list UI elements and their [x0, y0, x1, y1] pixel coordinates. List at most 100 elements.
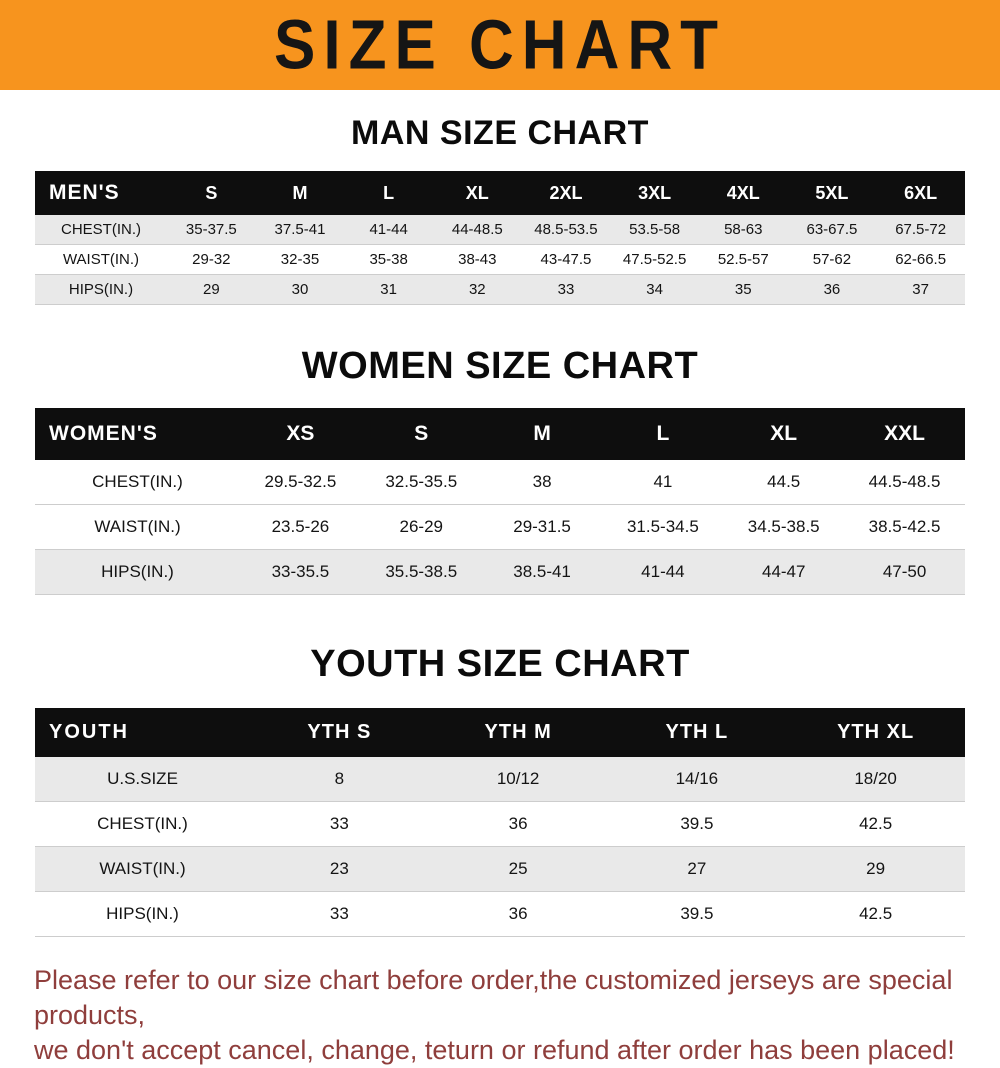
- value-cell: 35: [734, 281, 752, 298]
- value-cell: 58-63: [724, 221, 763, 238]
- value-cell: 33: [329, 814, 349, 833]
- section-women: WOMEN SIZE CHART WOMEN'S XS S M L XL XXL CHEST(…: [0, 345, 1000, 595]
- value-cell: 38.5-42.5: [868, 517, 941, 536]
- column-header-cell: S: [360, 408, 482, 460]
- row-label-cell: WAIST(IN.): [94, 517, 181, 536]
- column-header-cell: YTH M: [428, 708, 608, 757]
- value-cell: 18/20: [854, 769, 897, 788]
- column-header-cell: 4XL: [698, 171, 788, 215]
- table-row: HIPS(IN.) 29 30 31 32 33 34 35 36 37: [35, 274, 965, 305]
- value-cell: 29-31.5: [513, 517, 571, 536]
- value-cell: 29.5-32.5: [264, 472, 337, 491]
- value-cell: 29: [202, 281, 220, 298]
- value-cell: 36: [508, 814, 528, 833]
- column-header-cell: XXL: [844, 408, 965, 460]
- value-cell: 38.5-41: [513, 562, 571, 581]
- column-header-cell: YTH XL: [786, 708, 965, 757]
- value-cell: 34: [646, 281, 663, 298]
- value-cell: 29-32: [192, 251, 231, 268]
- women-section-heading: WOMEN SIZE CHART: [301, 345, 699, 387]
- value-cell: 48.5-53.5: [534, 221, 598, 238]
- table-row: CHEST(IN.) 33 36 39.5 42.5: [35, 801, 965, 847]
- value-cell: 33: [557, 281, 575, 298]
- column-header-cell: M: [481, 408, 603, 460]
- value-cell: 53.5-58: [629, 221, 681, 238]
- value-cell: 44-48.5: [451, 221, 503, 238]
- table-row: CHEST(IN.) 29.5-32.5 32.5-35.5 38 41 44.5 44.5…: [35, 460, 965, 505]
- notice-line-2: we don't accept cancel, change, teturn o…: [34, 1035, 955, 1066]
- table-row: HIPS(IN.) 33 36 39.5 42.5: [35, 891, 965, 937]
- column-header-cell: S: [167, 171, 256, 215]
- column-header-cell: YTH S: [250, 708, 429, 757]
- value-cell: 57-62: [812, 251, 852, 268]
- row-label-cell: U.S.SIZE: [107, 769, 178, 788]
- value-cell: 42.5: [859, 904, 893, 923]
- value-cell: 41-44: [369, 221, 408, 238]
- banner-title: SIZE CHART: [274, 6, 726, 84]
- value-cell: 47-50: [882, 562, 927, 581]
- table-header-row: MEN'S S M L XL 2XL 3XL 4XL 5XL 6XL: [35, 171, 965, 215]
- value-cell: 39.5: [680, 814, 714, 833]
- value-cell: 43-47.5: [540, 251, 592, 268]
- table-header-row: YOUTH YTH S YTH M YTH L YTH XL: [35, 708, 965, 757]
- table-row: WAIST(IN.) 29-32 32-35 35-38 38-43 43-47.5 47.…: [35, 244, 965, 275]
- men-section-heading: MAN SIZE CHART: [351, 114, 649, 152]
- value-cell: 42.5: [859, 814, 893, 833]
- youth-section-heading: YOUTH SIZE CHART: [310, 643, 690, 685]
- table-row: CHEST(IN.) 35-37.5 37.5-41 41-44 44-48.5 48.5…: [35, 215, 965, 245]
- value-cell: 35-38: [369, 251, 408, 268]
- value-cell: 38-43: [458, 251, 497, 268]
- value-cell: 33: [329, 904, 349, 923]
- column-header-cell: L: [602, 408, 724, 460]
- column-header-cell: 3XL: [610, 171, 699, 215]
- value-cell: 44-47: [761, 562, 806, 581]
- row-label-cell: WAIST(IN.): [99, 859, 186, 878]
- value-cell: 35.5-38.5: [385, 562, 458, 581]
- value-cell: 47.5-52.5: [622, 251, 687, 268]
- column-header-cell: 6XL: [876, 171, 965, 215]
- row-label-cell: CHEST(IN.): [92, 472, 183, 491]
- value-cell: 32-35: [280, 251, 320, 268]
- value-cell: 52.5-57: [717, 251, 769, 268]
- value-cell: 44.5: [767, 472, 801, 491]
- value-cell: 67.5-72: [895, 221, 947, 238]
- table-title-cell: YOUTH: [35, 708, 250, 757]
- value-cell: 62-66.5: [895, 251, 947, 268]
- value-cell: 38: [532, 472, 552, 491]
- women-size-table: WOMEN'S XS S M L XL XXL CHEST(IN.) 29.5-32.5 32.5…: [35, 408, 965, 595]
- notice-line-1: Please refer to our size chart before or…: [34, 965, 953, 1031]
- value-cell: 36: [508, 904, 528, 923]
- footer-notice: Please refer to our size chart before or…: [34, 963, 966, 1068]
- table-title-cell: MEN'S: [35, 171, 167, 215]
- value-cell: 25: [508, 859, 528, 878]
- table-row: WAIST(IN.) 23.5-26 26-29 29-31.5 31.5-34.5 34…: [35, 504, 965, 550]
- value-cell: 41-44: [641, 562, 685, 581]
- value-cell: 37.5-41: [274, 221, 326, 238]
- column-header-cell: 5XL: [787, 171, 877, 215]
- value-cell: 10/12: [496, 769, 540, 788]
- row-label-cell: CHEST(IN.): [61, 221, 141, 238]
- column-header-cell: 2XL: [521, 171, 611, 215]
- table-row: U.S.SIZE 8 10/12 14/16 18/20: [35, 757, 965, 802]
- value-cell: 27: [687, 859, 707, 878]
- value-cell: 32: [468, 281, 486, 298]
- value-cell: 37: [912, 281, 929, 298]
- value-cell: 32.5-35.5: [385, 472, 458, 491]
- table-row: HIPS(IN.) 33-35.5 35.5-38.5 38.5-41 41-44 44-…: [35, 549, 965, 595]
- value-cell: 35-37.5: [185, 221, 237, 238]
- value-cell: 31.5-34.5: [626, 517, 699, 536]
- column-header-cell: L: [344, 171, 433, 215]
- value-cell: 31: [380, 281, 397, 298]
- value-cell: 44.5-48.5: [868, 472, 941, 491]
- men-size-table: MEN'S S M L XL 2XL 3XL 4XL 5XL 6XL CHEST(IN.) 35-37…: [35, 171, 965, 305]
- row-label-cell: HIPS(IN.): [68, 281, 134, 298]
- value-cell: 34.5-38.5: [747, 517, 820, 536]
- row-label-cell: WAIST(IN.): [62, 251, 140, 268]
- value-cell: 41: [653, 472, 673, 491]
- table-header-row: WOMEN'S XS S M L XL XXL: [35, 408, 965, 460]
- table-title-cell: WOMEN'S: [35, 408, 240, 460]
- value-cell: 63-67.5: [806, 221, 858, 238]
- value-cell: 33-35.5: [271, 562, 330, 581]
- column-header-cell: M: [255, 171, 345, 215]
